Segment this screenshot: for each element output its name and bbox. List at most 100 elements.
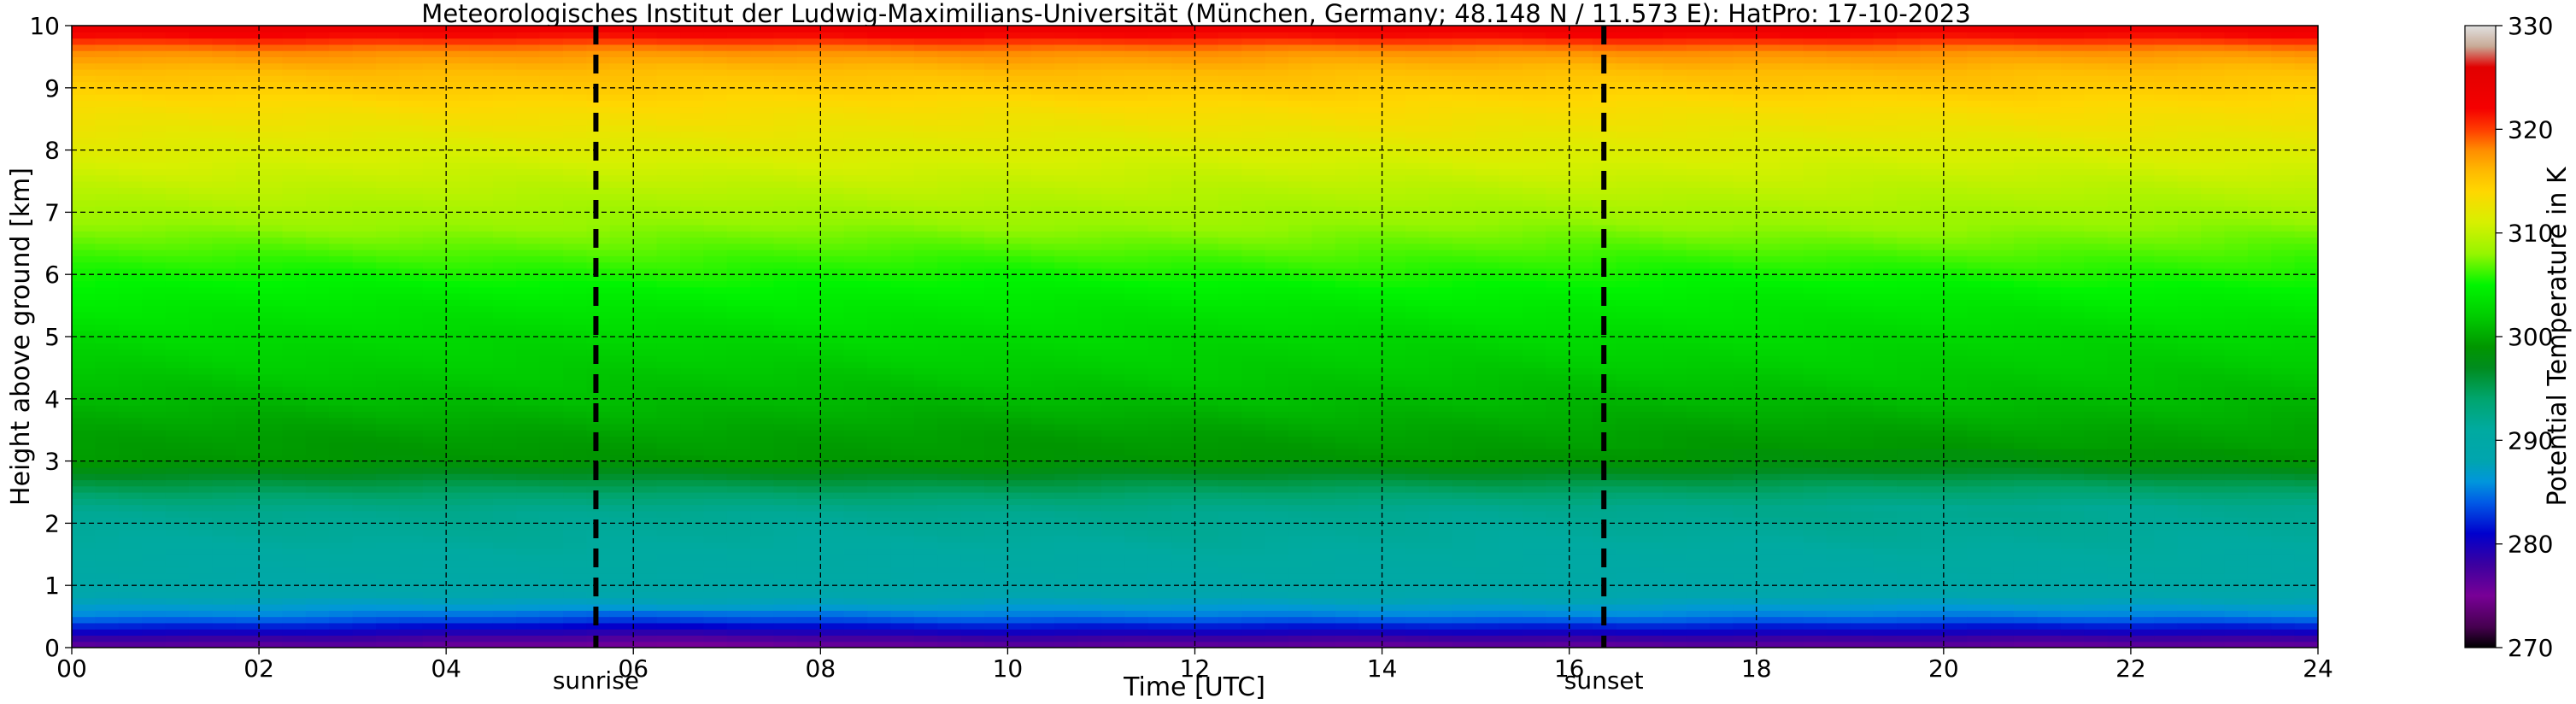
heatmap-cell [516,616,541,624]
heatmap-cell [633,305,658,313]
heatmap-cell [890,94,915,101]
heatmap-cell [820,75,845,83]
heatmap-cell [563,423,588,431]
heatmap-cell [1007,81,1032,89]
heatmap-cell [820,542,845,549]
heatmap-cell [984,274,1009,282]
heatmap-cell [1100,311,1125,319]
heatmap-cell [1218,392,1242,400]
heatmap-cell [867,56,892,64]
heatmap-cell [422,411,447,419]
heatmap-cell [633,585,658,593]
heatmap-cell [282,572,307,580]
heatmap-cell [586,411,611,419]
heatmap-cell [118,119,143,126]
heatmap-cell [984,119,1009,126]
heatmap-cell [72,38,96,45]
heatmap-cell [1194,330,1219,337]
heatmap-cell [1077,75,1102,83]
heatmap-cell [960,125,985,132]
heatmap-column [1007,26,1032,648]
heatmap-cell [259,324,284,331]
heatmap-cell [1171,267,1196,275]
heatmap-cell [329,280,354,288]
heatmap-cell [1194,324,1219,331]
chart-title: Meteorologisches Institut der Ludwig-Max… [421,0,1970,28]
heatmap-cell [95,81,120,89]
heatmap-cell [1147,162,1172,170]
heatmap-cell [680,361,705,368]
heatmap-cell [867,293,892,300]
heatmap-cell [212,206,237,213]
heatmap-cell [399,56,424,64]
heatmap-cell [563,106,588,114]
heatmap-cell [984,94,1009,101]
heatmap-cell [586,293,611,300]
heatmap-cell [352,529,377,537]
heatmap-cell [118,144,143,151]
heatmap-cell [796,299,821,307]
heatmap-cell [539,423,564,431]
heatmap-cell [95,510,120,518]
heatmap-cell [1194,112,1219,120]
heatmap-cell [142,112,167,120]
heatmap-cell [446,249,471,256]
heatmap-cell [609,473,634,481]
heatmap-cell [235,274,260,282]
heatmap-cell [469,492,494,499]
heatmap-cell [843,68,868,76]
heatmap-cell [750,144,775,151]
heatmap-cell [703,523,728,531]
heatmap-cell [188,504,213,512]
heatmap-cell [165,138,190,144]
heatmap-cell [680,572,705,580]
heatmap-cell [890,510,915,518]
heatmap-cell [890,337,915,343]
heatmap-cell [773,572,798,580]
heatmap-cell [1030,529,1055,537]
heatmap-cell [422,597,447,605]
heatmap-cell [726,299,751,307]
heatmap-cell [984,32,1009,39]
heatmap-cell [1147,610,1172,618]
heatmap-cell [95,343,120,350]
heatmap-cell [376,106,400,114]
heatmap-cell [1054,461,1079,468]
heatmap-cell [563,436,588,443]
heatmap-cell [1030,629,1055,637]
heatmap-cell [867,479,892,487]
heatmap-cell [1007,193,1032,201]
heatmap-cell [609,529,634,537]
heatmap-cell [282,473,307,481]
heatmap-cell [235,155,260,163]
heatmap-cell [703,305,728,313]
heatmap-cell [890,237,915,244]
heatmap-cell [960,138,985,144]
heatmap-cell [399,622,424,630]
heatmap-cell [1194,542,1219,549]
heatmap-cell [72,554,96,561]
heatmap-cell [72,523,96,531]
heatmap-cell [95,466,120,474]
heatmap-cell [843,355,868,362]
heatmap-cell [118,535,143,543]
heatmap-cell [1007,100,1032,108]
heatmap-cell [1194,274,1219,282]
heatmap-cell [984,367,1009,375]
heatmap-cell [282,218,307,226]
heatmap-cell [703,572,728,580]
heatmap-cell [1171,578,1196,586]
heatmap-cell [399,498,424,506]
heatmap-cell [446,523,471,531]
heatmap-cell [95,566,120,574]
heatmap-cell [329,32,354,39]
heatmap-cell [703,355,728,362]
heatmap-cell [750,367,775,375]
heatmap-cell [1054,212,1079,220]
heatmap-cell [773,343,798,350]
heatmap-cell [890,479,915,487]
heatmap-cell [1100,249,1125,256]
heatmap-cell [1054,479,1079,487]
heatmap-cell [188,231,213,238]
heatmap-cell [1077,367,1102,375]
